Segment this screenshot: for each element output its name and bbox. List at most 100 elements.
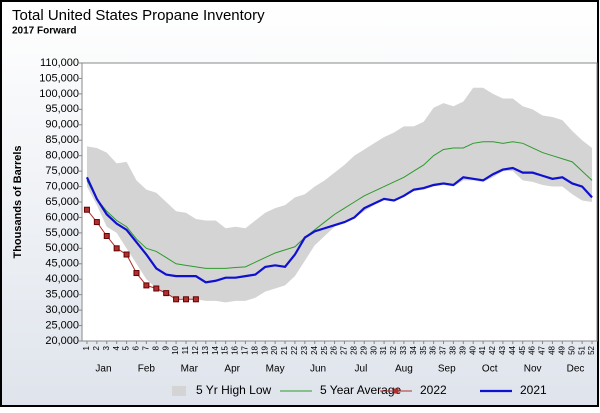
marker	[93, 219, 100, 226]
x-tick-label: 10	[171, 345, 180, 354]
x-tick-label: 12	[191, 345, 200, 354]
x-tick-label: 25	[320, 345, 329, 354]
x-tick-label: 4	[112, 345, 121, 350]
x-tick-label: 9	[161, 345, 170, 350]
x-tick-label: 20	[270, 345, 279, 354]
marker	[123, 251, 130, 258]
x-tick-label: 24	[310, 345, 319, 354]
y-tick-label: 95,000	[45, 103, 79, 115]
x-tick-label: 32	[389, 345, 398, 354]
legend-label: 2021	[520, 383, 547, 397]
y-tick-label: 20,000	[45, 335, 79, 347]
month-label: Mar	[181, 364, 199, 375]
x-tick-label: 27	[340, 345, 349, 354]
x-tick-label: 47	[538, 345, 547, 354]
marker	[182, 296, 189, 303]
month-label: Jan	[95, 364, 111, 375]
marker	[143, 282, 150, 289]
legend-marker	[393, 388, 399, 394]
range-band	[86, 87, 593, 303]
y-tick-label: 50,000	[45, 242, 79, 254]
x-tick-label: 14	[211, 345, 220, 354]
x-tick-label: 6	[132, 345, 141, 350]
x-tick-label: 50	[567, 345, 576, 354]
y-tick-label: 75,000	[45, 165, 79, 177]
month-label: Jun	[310, 364, 326, 375]
y-tick-label: 65,000	[45, 196, 79, 208]
marker	[192, 296, 199, 303]
y-tick-label: 70,000	[45, 180, 79, 192]
x-tick-label: 49	[557, 345, 566, 354]
chart-title: Total United States Propane Inventory	[12, 7, 265, 24]
legend-label: 5 Year Average	[320, 383, 402, 397]
x-tick-label: 26	[330, 345, 339, 354]
x-tick-label: 3	[102, 345, 111, 350]
x-tick-label: 13	[201, 345, 210, 354]
x-tick-label: 8	[151, 345, 160, 350]
marker	[103, 232, 110, 239]
x-tick-label: 51	[577, 345, 586, 354]
average-line	[86, 141, 593, 269]
marker	[133, 270, 140, 277]
series-line	[85, 166, 593, 284]
x-tick-label: 34	[409, 345, 418, 354]
x-tick-label: 46	[528, 345, 537, 354]
x-tick-label: 1	[82, 345, 91, 350]
x-tick-label: 31	[379, 345, 388, 354]
month-label: May	[266, 364, 285, 375]
x-tick-label: 42	[488, 345, 497, 354]
month-label: Sep	[438, 364, 456, 375]
x-tick-label: 2	[92, 345, 101, 350]
x-tick-label: 52	[587, 345, 596, 354]
y-tick-label: 60,000	[45, 211, 79, 223]
x-tick-label: 29	[359, 345, 368, 354]
x-tick-label: 33	[399, 345, 408, 354]
month-label: Feb	[138, 364, 156, 375]
x-tick-label: 16	[231, 345, 240, 354]
x-tick-label: 41	[478, 345, 487, 354]
y-tick-label: 40,000	[45, 273, 79, 285]
x-tick-label: 22	[290, 345, 299, 354]
y-tick-label: 105,000	[39, 72, 79, 84]
x-tick-label: 11	[181, 345, 190, 354]
legend-swatch	[172, 386, 186, 396]
y-axis-label: Thousands of Barrels	[12, 145, 24, 258]
month-label: Oct	[482, 364, 498, 375]
legend-label: 2022	[420, 383, 447, 397]
marker	[83, 206, 90, 213]
legend-label: 5 Yr High Low	[196, 383, 271, 397]
x-tick-label: 35	[419, 345, 428, 354]
x-tick-label: 48	[548, 345, 557, 354]
y-tick-label: 25,000	[45, 319, 79, 331]
x-tick-label: 5	[122, 345, 131, 350]
x-tick-label: 7	[141, 345, 150, 350]
y-tick-label: 90,000	[45, 119, 79, 131]
x-tick-label: 40	[468, 345, 477, 354]
x-tick-label: 17	[241, 345, 250, 354]
x-tick-label: 39	[458, 345, 467, 354]
y-tick-label: 35,000	[45, 289, 79, 301]
marker	[113, 245, 120, 252]
y-tick-label: 85,000	[45, 134, 79, 146]
x-tick-label: 18	[250, 345, 259, 354]
x-tick-label: 44	[508, 345, 517, 354]
x-tick-label: 19	[260, 345, 269, 354]
x-tick-label: 45	[518, 345, 527, 354]
month-label: Jul	[355, 364, 368, 375]
x-tick-label: 23	[300, 345, 309, 354]
x-tick-label: 21	[280, 345, 289, 354]
month-label: Aug	[395, 364, 413, 375]
y-tick-label: 110,000	[40, 57, 79, 69]
x-tick-label: 37	[439, 345, 448, 354]
x-tick-label: 15	[221, 345, 230, 354]
month-label: Apr	[224, 364, 240, 375]
y-tick-label: 55,000	[45, 227, 79, 239]
x-tick-label: 28	[349, 345, 358, 354]
x-tick-label: 38	[449, 345, 458, 354]
y-tick-label: 30,000	[45, 304, 79, 316]
x-tick-label: 43	[498, 345, 507, 354]
y-tick-label: 100,000	[39, 88, 79, 100]
month-label: Dec	[567, 364, 585, 375]
marker	[173, 296, 180, 303]
